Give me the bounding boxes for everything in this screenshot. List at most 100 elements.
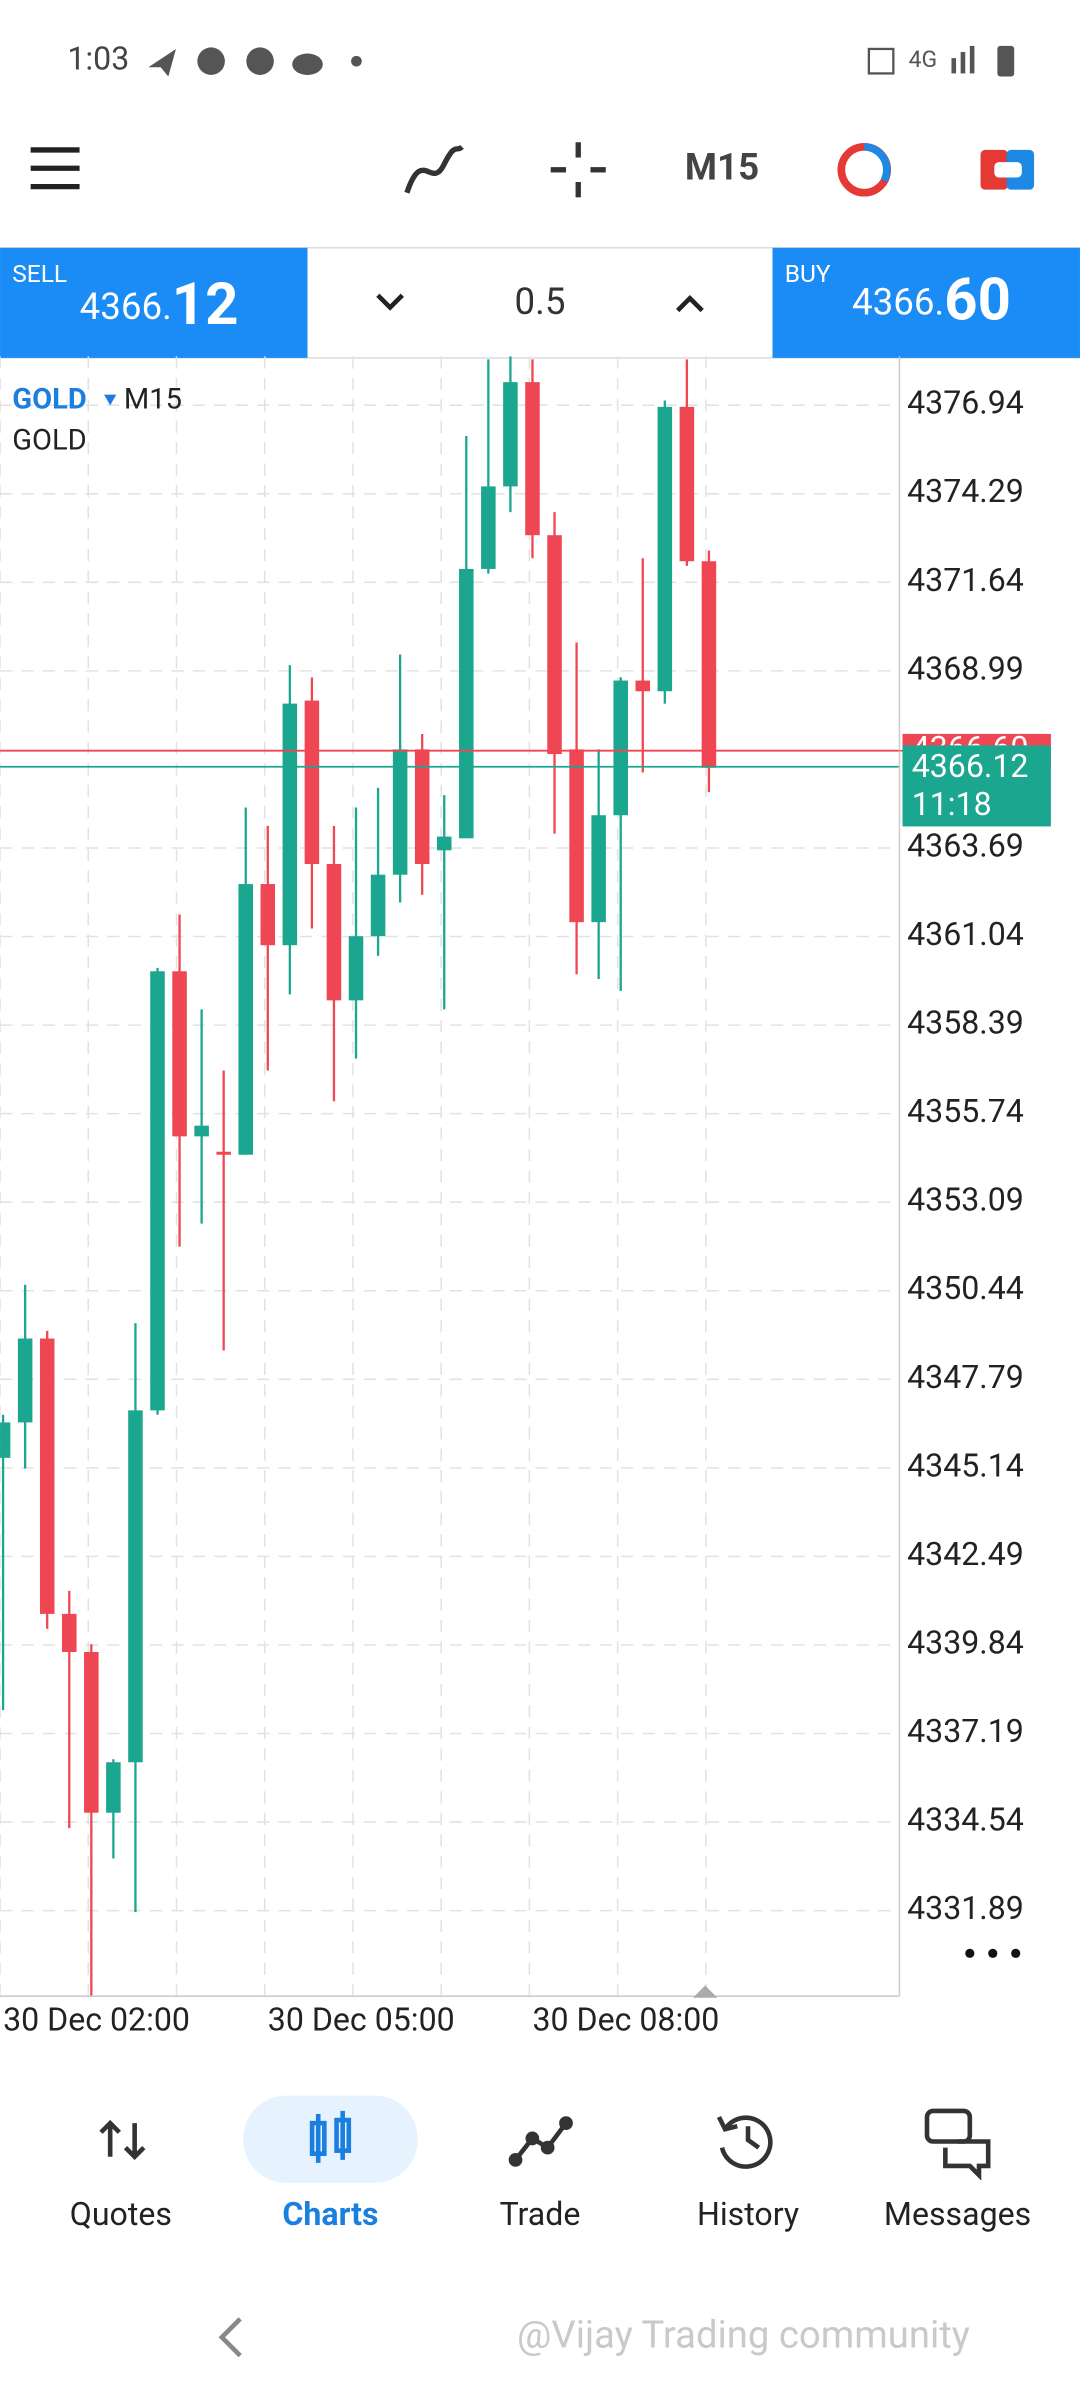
volume[interactable]: 0.5: [515, 280, 566, 323]
y-tick-label: 4363.69: [907, 826, 1024, 864]
reddit-icon: [292, 53, 323, 75]
candle-body: [17, 1338, 33, 1423]
y-tick-label: 4334.54: [907, 1801, 1024, 1839]
nav-item[interactable]: Messages: [884, 2195, 1031, 2233]
timeframe-button[interactable]: M15: [685, 145, 759, 188]
more-button[interactable]: [965, 1948, 1021, 1958]
candle-body: [326, 864, 342, 1001]
symbol-dropdown[interactable]: [104, 394, 117, 406]
buy-price-prefix: 4366.: [852, 280, 944, 323]
icon-path: [99, 2119, 146, 2161]
icon-path: [525, 2131, 540, 2146]
nav-item[interactable]: Charts: [282, 2195, 378, 2233]
y-tick-label: 4339.84: [907, 1623, 1024, 1661]
candle-body: [0, 1422, 11, 1458]
sell-button[interactable]: SELL 4366.12: [0, 247, 308, 358]
symbol-description: GOLD: [12, 424, 86, 458]
bid-label-bg: [902, 745, 1051, 827]
candle-body: [591, 815, 606, 923]
signal-bar: [960, 52, 966, 74]
y-tick-label: 4358.39: [907, 1004, 1024, 1042]
y-tick-label: 4342.49: [907, 1535, 1024, 1573]
candle-body: [84, 1651, 99, 1813]
quotes-icon: [99, 2119, 146, 2161]
candle-body: [304, 700, 320, 865]
y-tick-label: 4374.29: [907, 472, 1024, 510]
watermark: @Vijay Trading community: [517, 2313, 970, 2357]
status-time: 1:03: [67, 40, 129, 78]
indicators-button[interactable]: [404, 144, 464, 194]
candle-body: [481, 486, 496, 569]
nav-item[interactable]: Trade: [500, 2195, 581, 2233]
candle-body: [238, 884, 253, 1155]
bottom-nav: Quotes Charts Trade History Messages: [70, 2108, 1031, 2233]
buy-background: [772, 247, 1080, 358]
icon-path: [559, 2116, 573, 2131]
candle-body: [39, 1338, 55, 1614]
symbol[interactable]: GOLD: [12, 382, 86, 416]
clock-icon: [863, 143, 891, 183]
candle-body: [260, 884, 276, 946]
volte-icon: [867, 47, 895, 75]
volume-increase[interactable]: [676, 295, 704, 313]
y-tick-label: 4361.04: [907, 915, 1024, 953]
messages-icon: [924, 2108, 991, 2181]
y-tick-label: 4368.99: [907, 649, 1024, 687]
trade-icon: [508, 2116, 573, 2167]
candle-body: [635, 680, 651, 692]
dot: [1011, 1948, 1021, 1958]
y-tick-label: 4345.14: [907, 1446, 1024, 1484]
volume-decrease[interactable]: [376, 293, 404, 311]
dot: [965, 1948, 975, 1958]
chart-timeframe: M15: [124, 382, 182, 416]
x-tick-label: 30 Dec 02:00: [3, 2001, 190, 2039]
buy-button[interactable]: BUY 4366.60: [772, 247, 1080, 358]
menu-button[interactable]: [30, 147, 80, 190]
icon-path: [513, 2121, 568, 2162]
status-icons: [148, 45, 1015, 77]
signal-bar: [969, 45, 975, 74]
candle-body: [282, 703, 298, 946]
y-tick-label: 4337.19: [907, 1712, 1024, 1750]
buy-label: BUY: [785, 259, 831, 288]
candle-body: [194, 1125, 209, 1137]
charts-icon: [309, 2110, 352, 2163]
y-tick-label: 4355.74: [907, 1092, 1024, 1130]
network-type: 4G: [909, 46, 938, 73]
candle-body: [216, 1151, 231, 1155]
candle-body: [348, 936, 364, 1001]
candle-body: [547, 535, 562, 755]
signal-bar: [951, 58, 957, 74]
axis: 30 Dec 02:00 30 Dec 05:00 30 Dec 08:00 4376…: [0, 356, 1051, 2039]
nav-item[interactable]: Quotes: [70, 2195, 172, 2233]
telegram-icon: [148, 48, 176, 77]
trade-button[interactable]: [980, 149, 1035, 190]
candle-body: [106, 1762, 121, 1813]
candle-body: [569, 749, 584, 923]
one-click-button[interactable]: [837, 143, 892, 197]
telegram-icon: [246, 47, 274, 75]
buy-price: 4366.60: [852, 267, 1011, 335]
icon-path: [315, 2110, 345, 2163]
candle-body: [679, 406, 695, 562]
candle-body: [657, 406, 673, 692]
active-pill: [243, 2095, 418, 2183]
battery-icon: [997, 45, 1015, 77]
bid-label: 4366.12: [912, 747, 1029, 785]
icon-path: [508, 2152, 523, 2167]
y-tick-label: 4371.64: [907, 561, 1024, 599]
dot-icon: [351, 55, 362, 67]
y-tick-label: 4376.94: [907, 384, 1024, 422]
nav-item[interactable]: History: [697, 2195, 799, 2233]
crosshair-button[interactable]: [550, 142, 606, 198]
candle-body: [701, 561, 717, 768]
candle-body: [128, 1410, 143, 1763]
candle-body: [436, 836, 452, 851]
candle-body: [414, 749, 430, 865]
candle-body: [62, 1613, 77, 1652]
back-button[interactable]: [218, 2317, 242, 2358]
y-tick-label: 4347.79: [907, 1358, 1024, 1396]
candle-body: [525, 382, 540, 536]
y-tick-label: 4350.44: [907, 1269, 1024, 1307]
